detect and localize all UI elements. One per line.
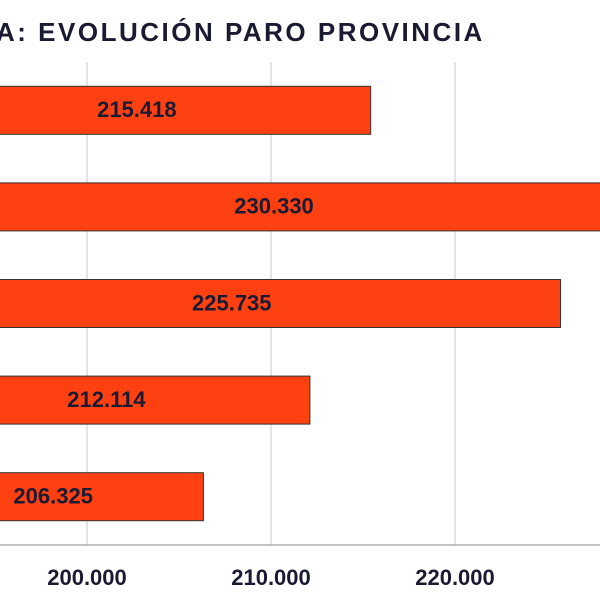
data-label: 206.325 — [13, 484, 93, 509]
x-tick-label: 210.000 — [231, 565, 311, 590]
x-tick-label: 220.000 — [415, 565, 495, 590]
bar — [0, 279, 562, 328]
data-label: 225.735 — [192, 290, 272, 315]
bar — [0, 182, 600, 232]
data-label: 230.330 — [234, 194, 314, 219]
bar — [0, 472, 204, 522]
x-tick-label: 200.000 — [47, 565, 127, 590]
data-label: 215.418 — [97, 97, 177, 122]
bar — [0, 85, 372, 135]
data-label: 212.114 — [67, 387, 146, 412]
bar — [0, 375, 311, 425]
chart-title: A: EVOLUCIÓN PARO PROVINCIA — [0, 17, 485, 47]
